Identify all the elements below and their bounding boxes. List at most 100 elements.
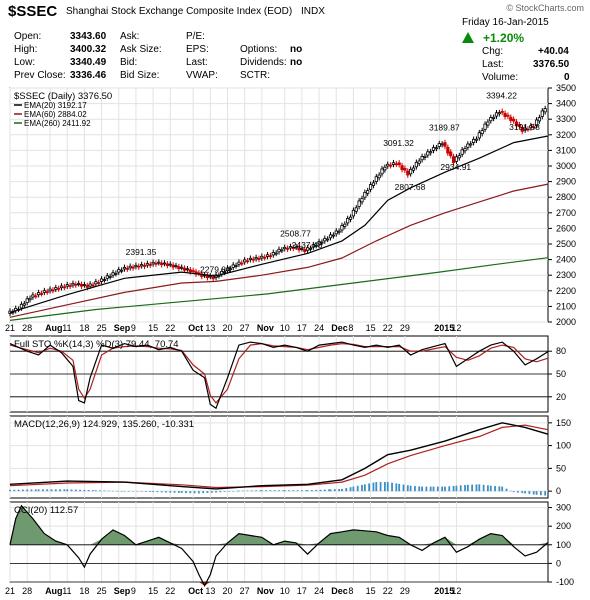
macd-histogram-bar (140, 491, 143, 492)
x-tick-label-main: 27 (240, 323, 250, 333)
candle-body (174, 265, 178, 268)
candle-body (277, 248, 281, 253)
macd-histogram-bar (464, 485, 466, 492)
candle-body (429, 151, 433, 154)
macd-histogram-bar (152, 491, 154, 493)
candle-body (306, 247, 310, 251)
candle-body (328, 234, 333, 239)
candle-body (165, 263, 169, 266)
x-tick-label-main: 29 (400, 323, 410, 333)
candle-body (368, 184, 373, 190)
candle-body (160, 262, 164, 266)
macd-histogram-bar (409, 485, 412, 492)
candle-body (331, 234, 335, 237)
macd-histogram-bar (260, 490, 263, 492)
macd-histogram-bar (132, 491, 134, 492)
candle-body (208, 275, 212, 278)
macd-histogram-bar (402, 484, 405, 492)
macd-histogram-bar (421, 486, 423, 492)
x-tick-label-main: 22 (383, 323, 393, 333)
macd-histogram-bar (489, 485, 492, 492)
x-tick-label-bottom: 20 (222, 586, 232, 596)
volume-label: Volume: (482, 72, 519, 83)
macd-tick-label: 100 (556, 441, 571, 451)
candle-body (311, 244, 315, 248)
x-tick-label-bottom: Nov (257, 586, 274, 596)
vwap-label: VWAP: (186, 70, 218, 81)
candle-body (314, 244, 318, 247)
candle-body (182, 267, 187, 271)
candle-body (440, 143, 444, 146)
ema60-line (9, 183, 549, 318)
macd-histogram-bar (180, 491, 183, 493)
candle-body (340, 225, 344, 231)
macd-histogram-bar (288, 490, 290, 492)
candle-body (223, 271, 227, 274)
macd-histogram-bar (406, 485, 409, 492)
candle-body (480, 130, 484, 135)
price-tick-label: 3500 (556, 83, 576, 93)
candle-body (300, 248, 304, 250)
candle-body (240, 262, 244, 265)
candle-body (65, 284, 69, 287)
macd-histogram-bar (471, 484, 474, 492)
macd-histogram-bar (223, 491, 226, 492)
x-tick-label-bottom: Aug (45, 586, 63, 596)
macd-histogram-bar (112, 490, 114, 492)
macd-histogram-bar (311, 490, 313, 492)
macd-line (9, 422, 549, 490)
macd-histogram-bar (197, 491, 200, 494)
macd-histogram-bar (54, 489, 57, 492)
candle-body (526, 128, 530, 131)
macd-panel-title: MACD(12,26,9) 124.929, 135.260, -10.331 (14, 419, 194, 430)
macd-histogram-bar (238, 490, 240, 492)
macd-histogram-bar (356, 485, 359, 492)
x-tick-label-main: 13 (205, 323, 215, 333)
percent-change: +1.20% (483, 31, 525, 45)
x-tick-label-main: 2015 (434, 323, 454, 333)
x-tick-label-main: 22 (165, 323, 175, 333)
candle-body (140, 264, 144, 267)
x-tick-label-main: 15 (148, 323, 158, 333)
candle-body (443, 142, 447, 147)
macd-histogram-bar (120, 491, 123, 492)
candle-body (248, 257, 252, 260)
ask-size-label: Ask Size: (120, 44, 162, 55)
eps-label: EPS: (186, 44, 209, 55)
candle-body (225, 267, 230, 271)
candle-body (486, 121, 490, 126)
candle-body (489, 117, 493, 122)
candle-body (477, 132, 481, 139)
candle-body (463, 148, 467, 152)
ask-label: Ask: (120, 31, 140, 42)
macd-histogram-bar (70, 489, 73, 492)
bid-label: Bid: (120, 57, 138, 68)
x-tick-label-bottom: 22 (383, 586, 393, 596)
candle-body (45, 291, 49, 293)
x-tick-label-bottom: 25 (97, 586, 107, 596)
price-tick-label: 2700 (556, 208, 576, 218)
macd-histogram-bar (165, 491, 167, 493)
candle-body (205, 275, 210, 279)
macd-histogram-bar (528, 491, 531, 494)
candle-body (114, 272, 118, 275)
macd-histogram-bar (74, 489, 77, 492)
macd-histogram-bar (185, 491, 187, 494)
macd-histogram-bar (63, 489, 66, 492)
x-tick-label-main: 8 (348, 323, 353, 333)
macd-histogram-bar (544, 491, 547, 496)
candle-body (263, 256, 267, 259)
candle-body (157, 261, 161, 264)
candle-body (420, 156, 424, 161)
candle-body (134, 264, 138, 268)
price-tick-label: 3100 (556, 145, 576, 155)
macd-histogram-bar (368, 483, 371, 492)
price-tick-label: 2900 (556, 177, 576, 187)
candle-body (503, 112, 507, 117)
macd-histogram-bar (259, 490, 262, 492)
candle-body (268, 255, 273, 258)
candle-body (234, 265, 238, 267)
x-tick-label-bottom: 9 (131, 586, 136, 596)
sto-d-line (9, 342, 549, 404)
